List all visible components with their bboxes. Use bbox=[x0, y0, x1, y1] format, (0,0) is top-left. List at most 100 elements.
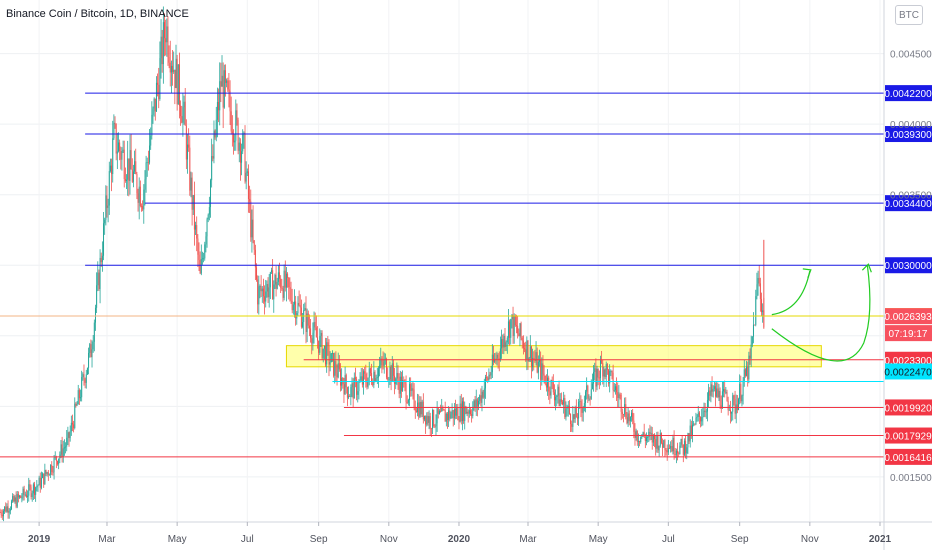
candle-body bbox=[499, 348, 501, 360]
candle-body bbox=[1, 514, 3, 517]
candle-body bbox=[242, 133, 244, 152]
candle-body bbox=[727, 401, 729, 411]
candle-body bbox=[694, 423, 696, 425]
candle-body bbox=[717, 388, 719, 398]
candle-body bbox=[283, 270, 285, 298]
candle-body bbox=[321, 332, 323, 359]
candle-body bbox=[9, 509, 11, 511]
candle-body bbox=[184, 101, 186, 126]
candle-body bbox=[374, 371, 376, 382]
candle-body bbox=[589, 398, 591, 400]
candle-body bbox=[398, 381, 400, 394]
candle-body bbox=[461, 401, 463, 422]
candle-body bbox=[252, 219, 254, 241]
candle-body bbox=[191, 177, 193, 210]
candle-body bbox=[310, 328, 312, 339]
candle-body bbox=[429, 416, 431, 429]
candle-body bbox=[212, 156, 214, 159]
candle-body bbox=[433, 410, 435, 426]
candle-body bbox=[389, 367, 391, 380]
candle-body bbox=[525, 349, 527, 360]
candle-body bbox=[320, 332, 322, 337]
candle-body bbox=[373, 371, 375, 386]
candle-body bbox=[334, 361, 336, 376]
candle-body bbox=[558, 386, 560, 407]
candle-body bbox=[351, 383, 353, 388]
candle-body bbox=[348, 396, 350, 398]
candle-body bbox=[436, 408, 438, 424]
candle-body bbox=[292, 304, 294, 311]
level-label: 0.0023300 bbox=[884, 356, 932, 367]
candle-body bbox=[266, 284, 268, 292]
candle-body bbox=[519, 323, 521, 337]
candle-body bbox=[428, 416, 430, 423]
candle-body bbox=[318, 340, 320, 353]
candle-body bbox=[432, 410, 434, 429]
candle-body bbox=[622, 413, 624, 415]
level-label: 0.0017929 bbox=[884, 432, 932, 443]
candle-body bbox=[574, 407, 576, 420]
candle-body bbox=[260, 286, 262, 292]
candle-body bbox=[449, 410, 451, 419]
candle-body bbox=[394, 375, 396, 385]
candle-body bbox=[289, 287, 291, 289]
candle-body bbox=[198, 254, 200, 260]
candle-body bbox=[356, 379, 358, 395]
candle-body bbox=[103, 223, 105, 256]
candle-body bbox=[762, 310, 764, 313]
candle-body bbox=[435, 423, 437, 427]
candle-body bbox=[426, 415, 428, 425]
x-tick-label: Sep bbox=[310, 534, 328, 545]
candle-body bbox=[596, 368, 598, 387]
candle-body bbox=[144, 179, 146, 190]
candle-body bbox=[4, 506, 6, 511]
candle-body bbox=[13, 496, 15, 502]
candle-body bbox=[275, 274, 277, 289]
candle-body bbox=[590, 389, 592, 399]
level-label: 0.0030000 bbox=[884, 261, 932, 272]
x-tick-label: Jul bbox=[662, 534, 675, 545]
candle-body bbox=[621, 411, 623, 414]
candle-body bbox=[511, 314, 513, 320]
candle-body bbox=[451, 410, 453, 415]
candle-body bbox=[536, 352, 538, 373]
candle-body bbox=[69, 431, 71, 439]
candle-body bbox=[665, 449, 667, 451]
candle-body bbox=[70, 422, 72, 432]
candle-body bbox=[261, 288, 263, 292]
candle-body bbox=[368, 368, 370, 378]
candle-body bbox=[75, 403, 77, 406]
candle-body bbox=[472, 407, 474, 417]
candle-body bbox=[616, 386, 618, 393]
candle-body bbox=[185, 125, 187, 160]
candle-body bbox=[680, 438, 682, 446]
candle-body bbox=[550, 380, 552, 396]
candle-body bbox=[61, 444, 63, 458]
candle-body bbox=[216, 101, 218, 120]
candle-body bbox=[444, 410, 446, 422]
candle-body bbox=[24, 494, 26, 496]
currency-button[interactable]: BTC bbox=[895, 5, 923, 25]
candle-body bbox=[496, 354, 498, 360]
projection-arrows bbox=[771, 263, 872, 362]
candle-body bbox=[715, 386, 717, 397]
x-tick-label: Nov bbox=[380, 534, 398, 545]
candle-body bbox=[251, 219, 253, 238]
candle-body bbox=[123, 149, 125, 179]
candle-body bbox=[43, 473, 45, 484]
candle-body bbox=[279, 272, 281, 279]
candle-body bbox=[73, 424, 75, 428]
candle-body bbox=[400, 376, 402, 392]
candle-body bbox=[677, 450, 679, 454]
candle-body bbox=[174, 69, 176, 88]
candle-body bbox=[602, 363, 604, 377]
candle-body bbox=[453, 409, 455, 419]
candle-body bbox=[423, 415, 425, 420]
candle-body bbox=[719, 390, 721, 406]
candle-body bbox=[350, 387, 352, 397]
candle-body bbox=[304, 308, 306, 311]
candle-body bbox=[132, 171, 134, 182]
candle-body bbox=[0, 512, 1, 513]
candle-body bbox=[329, 362, 331, 365]
